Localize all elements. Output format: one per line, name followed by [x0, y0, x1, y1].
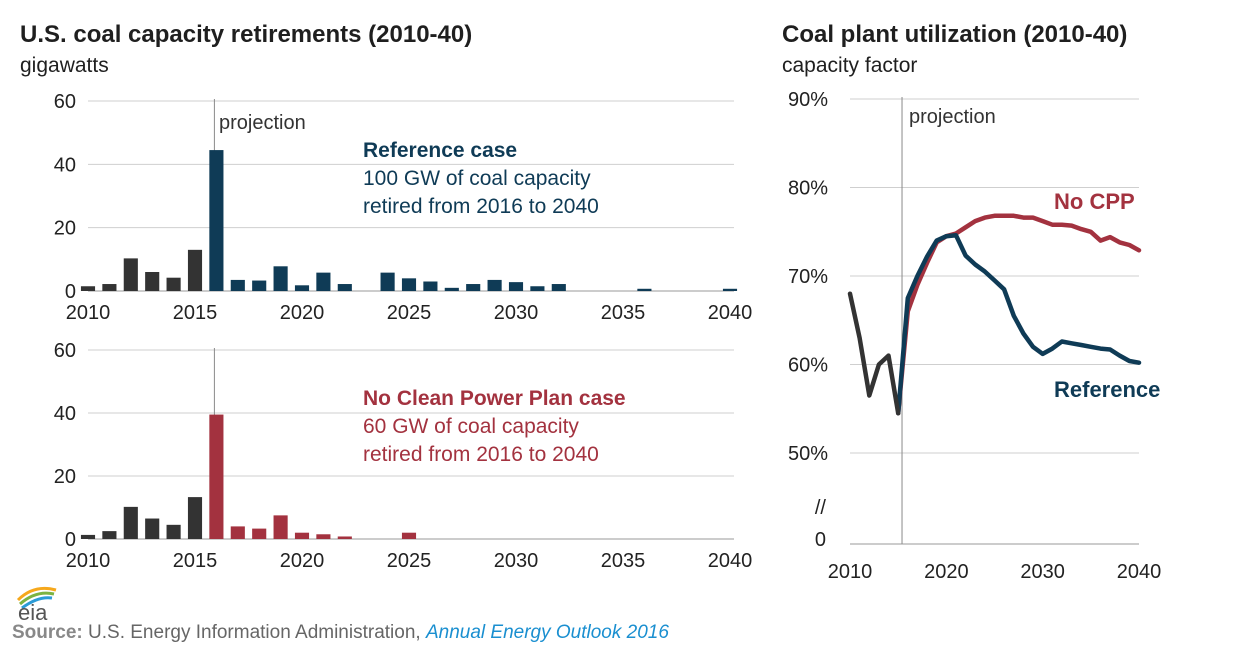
line-series-history	[847, 291, 901, 416]
top-bar-2016	[209, 150, 224, 291]
bottom-bar-2014	[166, 524, 181, 539]
eia-logo: eia	[16, 586, 57, 622]
top-ytick-1: 20	[54, 218, 76, 240]
line-xtick-0: 2010	[828, 561, 873, 583]
bottom-xtick-2: 2020	[280, 550, 325, 572]
top-projection-label: projection	[219, 112, 306, 134]
bottom-ytick-3: 60	[54, 340, 76, 362]
top-bar-2021	[316, 272, 331, 291]
top-bar-2030	[508, 282, 524, 291]
bottom-ytick-1: 20	[54, 466, 76, 488]
top-bar-2024	[380, 272, 395, 291]
line-xtick-1: 2020	[924, 561, 969, 583]
line-ytick-1: 60%	[788, 355, 828, 377]
reference-case-text-1: 100 GW of coal capacity	[363, 167, 591, 190]
top-ytick-2: 40	[54, 154, 76, 176]
right-chart-title: Coal plant utilization (2010-40)	[782, 21, 1127, 48]
source-label: Source:	[12, 622, 83, 643]
top-xtick-0: 2010	[66, 302, 111, 324]
bottom-xtick-4: 2030	[494, 550, 539, 572]
right-chart-ylabel: capacity factor	[782, 54, 917, 77]
source-text: U.S. Energy Information Administration,	[88, 622, 421, 643]
top-xtick-1: 2015	[173, 302, 218, 324]
bottom-bar-2013	[145, 518, 160, 539]
top-bar-2029	[487, 279, 502, 291]
bottom-bar-2015	[187, 497, 203, 539]
top-bar-2022	[337, 284, 352, 291]
top-bar-2031	[530, 286, 545, 291]
top-bar-2017	[230, 279, 245, 291]
bottom-xtick-5: 2035	[601, 550, 646, 572]
axis-break-label: //	[815, 497, 827, 519]
bottom-bar-2010	[80, 534, 96, 539]
bottom-bar-2020	[294, 532, 310, 539]
bottom-bar-2012	[123, 506, 138, 539]
left-chart-ylabel: gigawatts	[20, 54, 109, 77]
eia-logo-text: eia	[18, 600, 48, 622]
no-cpp-case-text-1: 60 GW of coal capacity	[363, 415, 579, 438]
bottom-ytick-2: 40	[54, 403, 76, 425]
top-xtick-4: 2030	[494, 302, 539, 324]
top-bar-2012	[123, 258, 138, 291]
top-bar-2015	[187, 249, 203, 291]
top-bar-2014	[166, 277, 181, 291]
line-xtick-3: 2040	[1117, 561, 1162, 583]
line-series-reference	[895, 233, 1142, 416]
line-ytick-3: 80%	[788, 178, 828, 200]
top-bar-2011	[102, 284, 117, 291]
reference-case-text-2: retired from 2016 to 2040	[363, 195, 599, 218]
top-xtick-6: 2040	[708, 302, 753, 324]
line-ytick-0: 50%	[788, 443, 828, 465]
bottom-xtick-3: 2025	[387, 550, 432, 572]
top-xtick-5: 2035	[601, 302, 646, 324]
no-cpp-line-label: No CPP	[1054, 189, 1135, 214]
top-xtick-3: 2025	[387, 302, 432, 324]
top-bar-2032	[551, 284, 566, 291]
top-bar-2026	[423, 281, 438, 291]
top-bar-2025	[401, 278, 417, 291]
bottom-bar-2022	[337, 536, 352, 539]
source-note: Source: U.S. Energy Information Administ…	[12, 622, 669, 644]
no-cpp-case-text-2: retired from 2016 to 2040	[363, 443, 599, 466]
top-bar-2018	[252, 280, 267, 291]
bottom-bar-2016	[209, 414, 224, 539]
bottom-bar-2018	[252, 528, 267, 539]
no-cpp-case-title: No Clean Power Plan case	[363, 387, 626, 410]
top-bar-2013	[145, 272, 160, 291]
bottom-bar-2017	[230, 526, 245, 539]
source-link[interactable]: Annual Energy Outlook 2016	[425, 622, 669, 643]
bottom-xtick-0: 2010	[66, 550, 111, 572]
bottom-bar-2025	[401, 532, 417, 539]
reference-line-label: Reference	[1054, 377, 1160, 402]
top-bar-2028	[466, 284, 481, 291]
line-ytick-2: 70%	[788, 266, 828, 288]
bottom-bar-2021	[316, 534, 331, 539]
reference-case-title: Reference case	[363, 139, 517, 162]
top-bar-2020	[294, 285, 310, 291]
top-bar-2040	[722, 288, 738, 291]
top-bar-2027	[444, 287, 459, 291]
top-ytick-3: 60	[54, 91, 76, 113]
bottom-xtick-1: 2015	[173, 550, 218, 572]
bottom-ytick-0: 0	[65, 529, 76, 551]
top-bar-2036	[637, 288, 652, 291]
line-xtick-2: 2030	[1020, 561, 1065, 583]
right-projection-label: projection	[909, 106, 996, 128]
bottom-bar-2011	[102, 531, 117, 539]
left-chart-title: U.S. coal capacity retirements (2010-40)	[20, 21, 472, 48]
bottom-xtick-6: 2040	[708, 550, 753, 572]
bottom-bar-2019	[273, 515, 288, 539]
top-bar-2019	[273, 266, 288, 291]
line-ytick-4: 90%	[788, 89, 828, 111]
utilization-line-chart: 50% 60% 70% 80% 90% 2010 2020 2030 2040	[788, 89, 1161, 583]
top-ytick-0: 0	[65, 281, 76, 303]
top-xtick-2: 2020	[280, 302, 325, 324]
axis-zero-label: 0	[815, 529, 826, 551]
top-bar-2010	[80, 286, 96, 291]
